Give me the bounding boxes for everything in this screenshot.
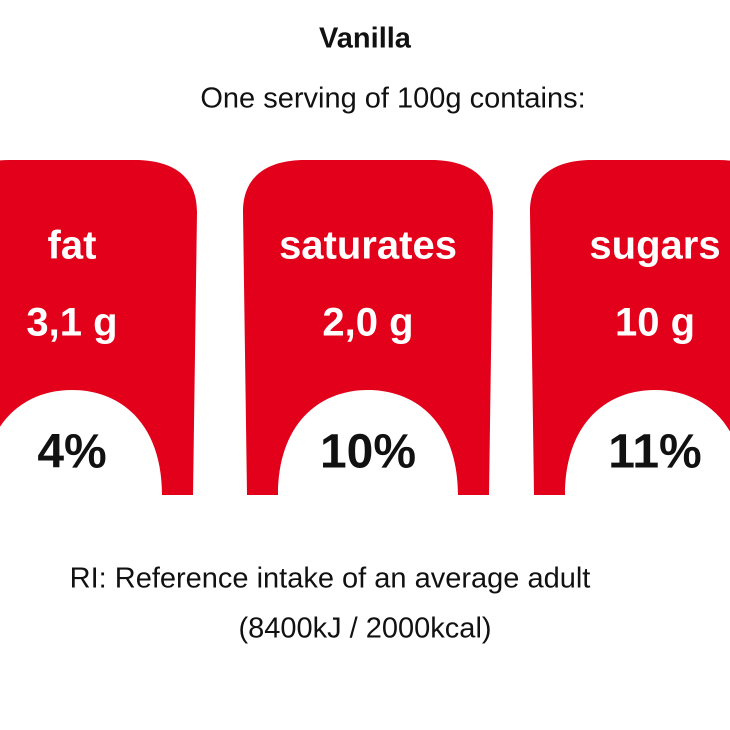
badge	[530, 160, 730, 495]
subtitle: One serving of 100g contains:	[200, 83, 585, 115]
nutrient-percent: 4%	[37, 426, 106, 479]
badge	[243, 160, 493, 495]
footnote: (8400kJ / 2000kcal)	[238, 613, 491, 645]
nutrient-percent: 10%	[320, 426, 416, 479]
nutrient-amount: 2,0 g	[322, 301, 413, 345]
nutrient-amount: 10 g	[615, 301, 695, 345]
badge	[0, 160, 197, 495]
footnote: RI: Reference intake of an average adult	[70, 563, 591, 595]
nutrient-amount: 3,1 g	[26, 301, 117, 345]
title: Vanilla	[319, 23, 412, 55]
nutrient-name: saturates	[279, 224, 457, 268]
nutrient-name: fat	[48, 224, 97, 268]
badges: fat 3,1 g 4% saturates 2,0 g 10% sugars 10 g 11%	[0, 160, 730, 495]
nutrient-name: sugars	[589, 224, 720, 268]
nutrient-percent: 11%	[608, 426, 701, 479]
